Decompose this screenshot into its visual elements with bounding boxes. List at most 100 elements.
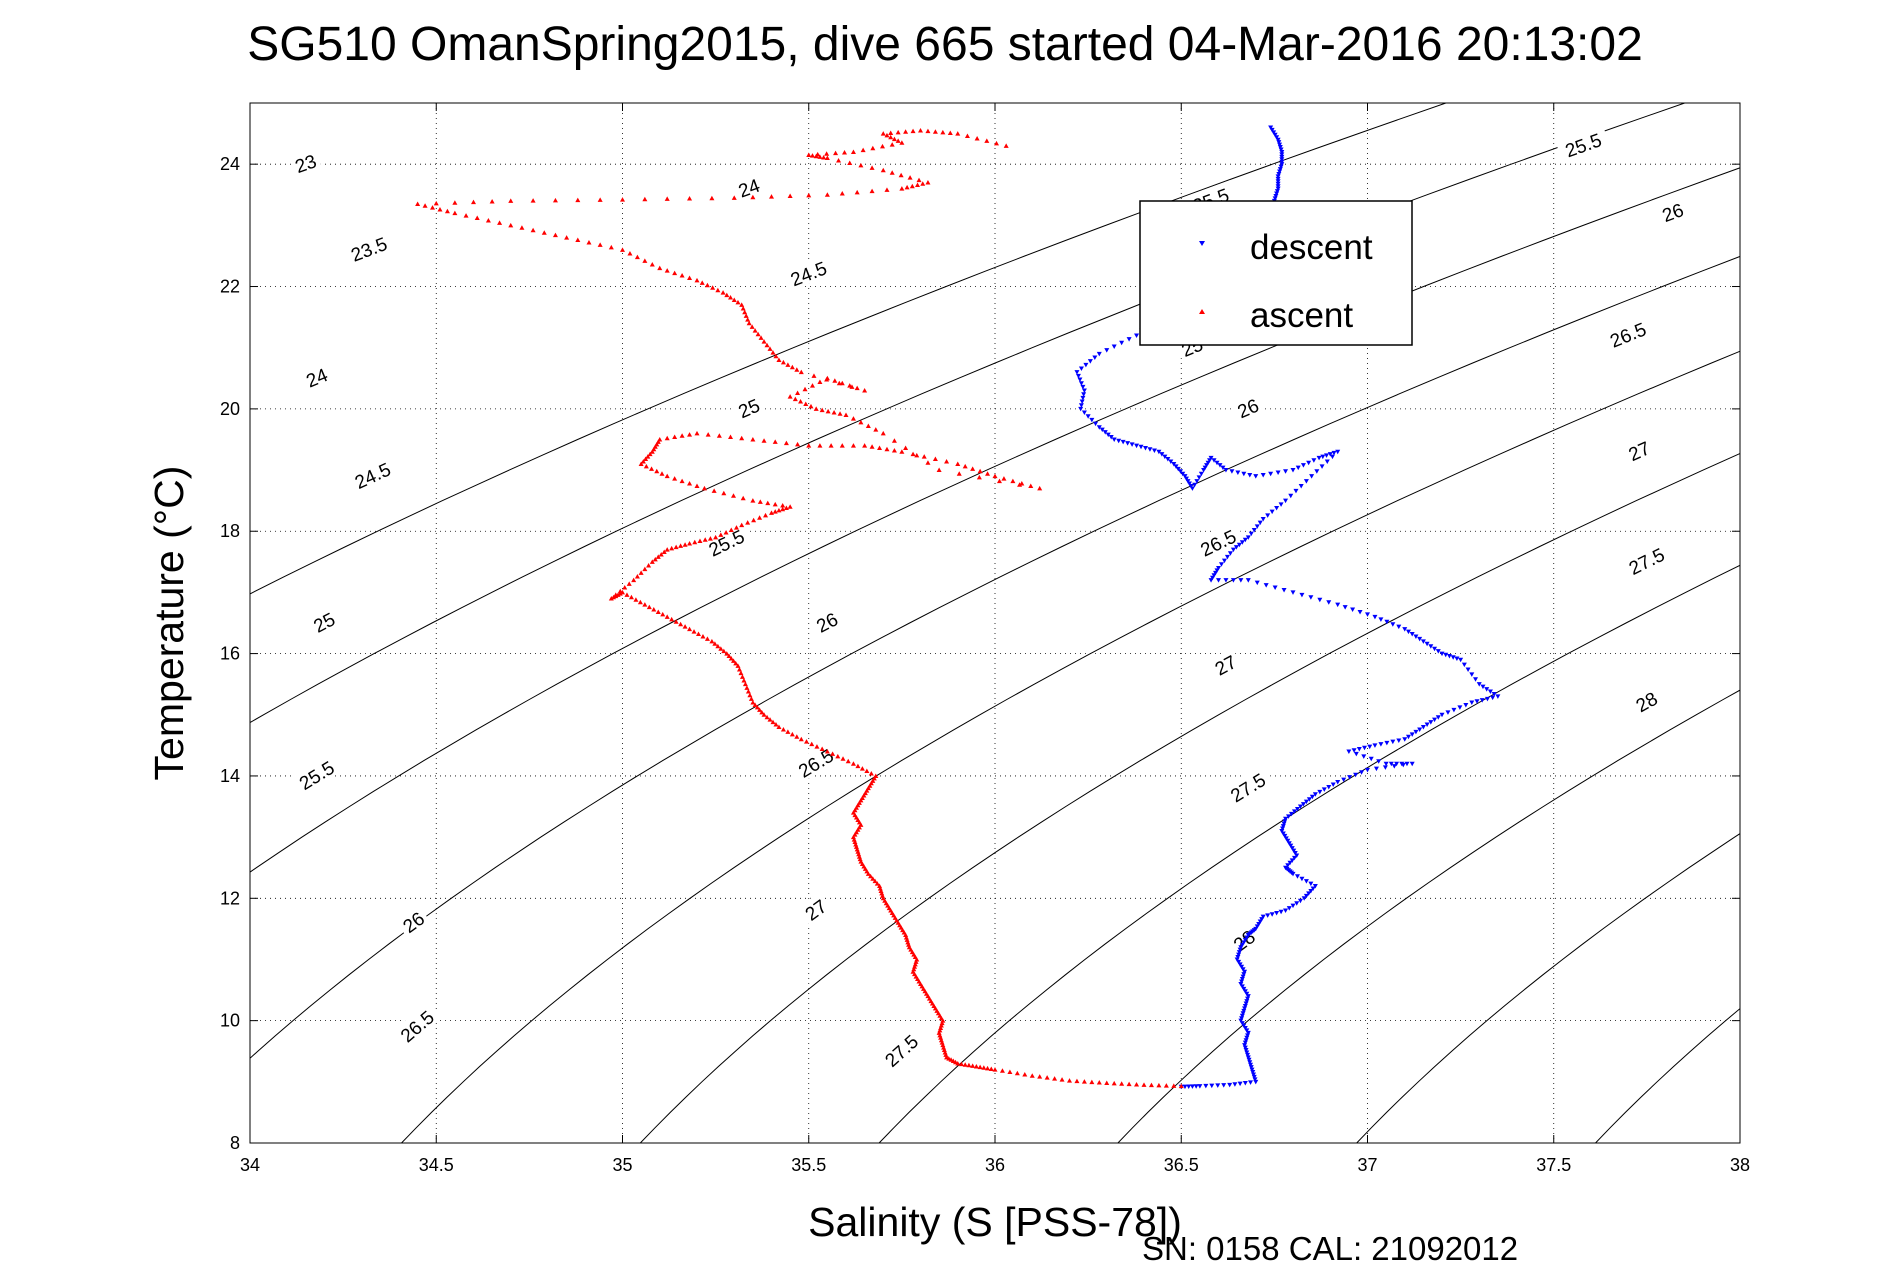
data-point-descent xyxy=(1279,154,1285,160)
data-point-ascent xyxy=(914,956,920,962)
data-point-ascent xyxy=(923,991,929,996)
data-point-descent xyxy=(1279,149,1285,155)
data-point-descent xyxy=(1275,137,1281,143)
data-point-descent xyxy=(1473,677,1479,682)
contour-label-bg xyxy=(1655,196,1690,227)
data-point-descent xyxy=(1484,696,1490,702)
data-point-descent xyxy=(1479,698,1485,703)
data-point-descent xyxy=(1308,881,1314,887)
data-point-ascent xyxy=(575,197,581,203)
data-point-ascent xyxy=(654,441,660,447)
data-point-ascent xyxy=(687,540,693,546)
data-point-ascent xyxy=(739,435,745,441)
data-point-ascent xyxy=(880,430,886,436)
contour-label-bg xyxy=(288,147,323,178)
data-point-descent xyxy=(1297,898,1303,904)
data-point-ascent xyxy=(738,670,744,676)
data-point-ascent xyxy=(767,346,773,351)
data-point-ascent xyxy=(889,142,895,147)
x-tick-label: 34.5 xyxy=(419,1155,454,1175)
data-point-descent xyxy=(1274,135,1280,140)
data-point-descent xyxy=(1289,846,1295,851)
data-point-ascent xyxy=(888,134,894,140)
data-point-descent xyxy=(1394,761,1400,767)
data-point-descent xyxy=(1251,528,1257,533)
data-point-descent xyxy=(1476,682,1482,687)
data-point-ascent xyxy=(861,863,867,869)
data-point-ascent xyxy=(634,254,640,260)
data-point-descent xyxy=(1245,1052,1251,1058)
data-point-ascent xyxy=(899,186,905,191)
data-point-descent xyxy=(1238,981,1244,987)
data-point-ascent xyxy=(637,599,643,605)
contour-label-group: 26 xyxy=(1655,196,1690,227)
data-point-ascent xyxy=(904,184,910,190)
data-point-ascent xyxy=(824,192,830,197)
data-point-ascent xyxy=(721,490,727,496)
data-point-ascent xyxy=(746,320,752,326)
data-point-descent xyxy=(1099,427,1105,433)
data-point-ascent xyxy=(914,452,920,458)
data-point-descent xyxy=(1384,740,1390,746)
data-point-descent xyxy=(1221,558,1227,564)
data-point-descent xyxy=(1306,797,1312,802)
data-point-descent xyxy=(1382,765,1388,770)
data-point-descent xyxy=(1193,1084,1199,1089)
data-point-ascent xyxy=(884,446,890,452)
data-point-ascent xyxy=(858,419,864,425)
data-point-ascent xyxy=(819,746,825,752)
data-point-descent xyxy=(1237,962,1243,967)
data-point-ascent xyxy=(853,829,859,835)
data-point-descent xyxy=(1126,337,1132,342)
data-point-ascent xyxy=(798,399,804,404)
data-point-ascent xyxy=(586,239,592,245)
data-point-ascent xyxy=(678,621,684,627)
data-point-descent xyxy=(1405,734,1411,740)
data-point-ascent xyxy=(955,131,961,136)
data-point-ascent xyxy=(649,559,655,564)
data-point-descent xyxy=(1409,732,1415,737)
data-point-ascent xyxy=(956,471,962,476)
data-point-descent xyxy=(1236,542,1242,548)
data-point-ascent xyxy=(733,525,739,530)
y-tick-label: 24 xyxy=(220,154,240,174)
data-point-descent xyxy=(1159,452,1165,457)
data-point-descent xyxy=(1329,454,1335,460)
data-point-descent xyxy=(1283,836,1289,841)
data-point-descent xyxy=(1274,191,1280,197)
data-point-ascent xyxy=(974,135,980,141)
contour-label-bg xyxy=(788,739,843,785)
data-point-ascent xyxy=(932,456,938,462)
data-point-descent xyxy=(1290,903,1296,909)
data-point-ascent xyxy=(724,292,730,298)
data-point-ascent xyxy=(657,436,663,442)
contour-label-bg xyxy=(394,904,431,939)
data-point-ascent xyxy=(664,473,670,479)
data-point-ascent xyxy=(925,128,931,134)
data-point-descent xyxy=(1291,848,1297,854)
data-point-descent xyxy=(1417,636,1423,642)
data-point-ascent xyxy=(862,790,868,796)
data-point-descent xyxy=(1186,481,1192,487)
data-point-ascent xyxy=(836,380,842,386)
data-point-descent xyxy=(1365,767,1370,773)
data-point-descent xyxy=(1306,460,1312,466)
data-point-descent xyxy=(1242,1025,1248,1031)
data-point-ascent xyxy=(642,258,648,263)
contour-label-bg xyxy=(874,1024,927,1075)
data-point-descent xyxy=(1324,453,1330,458)
data-point-descent xyxy=(1321,787,1327,792)
data-point-ascent xyxy=(911,966,917,972)
data-point-ascent xyxy=(839,191,845,196)
data-point-ascent xyxy=(1096,1080,1102,1085)
data-point-descent xyxy=(1286,906,1292,911)
data-point-ascent xyxy=(903,129,909,134)
data-point-descent xyxy=(1350,607,1356,613)
data-point-ascent xyxy=(940,1042,946,1048)
data-point-descent xyxy=(1269,509,1275,515)
data-point-descent xyxy=(1192,482,1198,488)
density-contour-line xyxy=(1117,689,1740,1143)
data-point-ascent xyxy=(868,873,874,879)
data-point-ascent xyxy=(888,130,894,135)
data-point-ascent xyxy=(652,556,658,562)
